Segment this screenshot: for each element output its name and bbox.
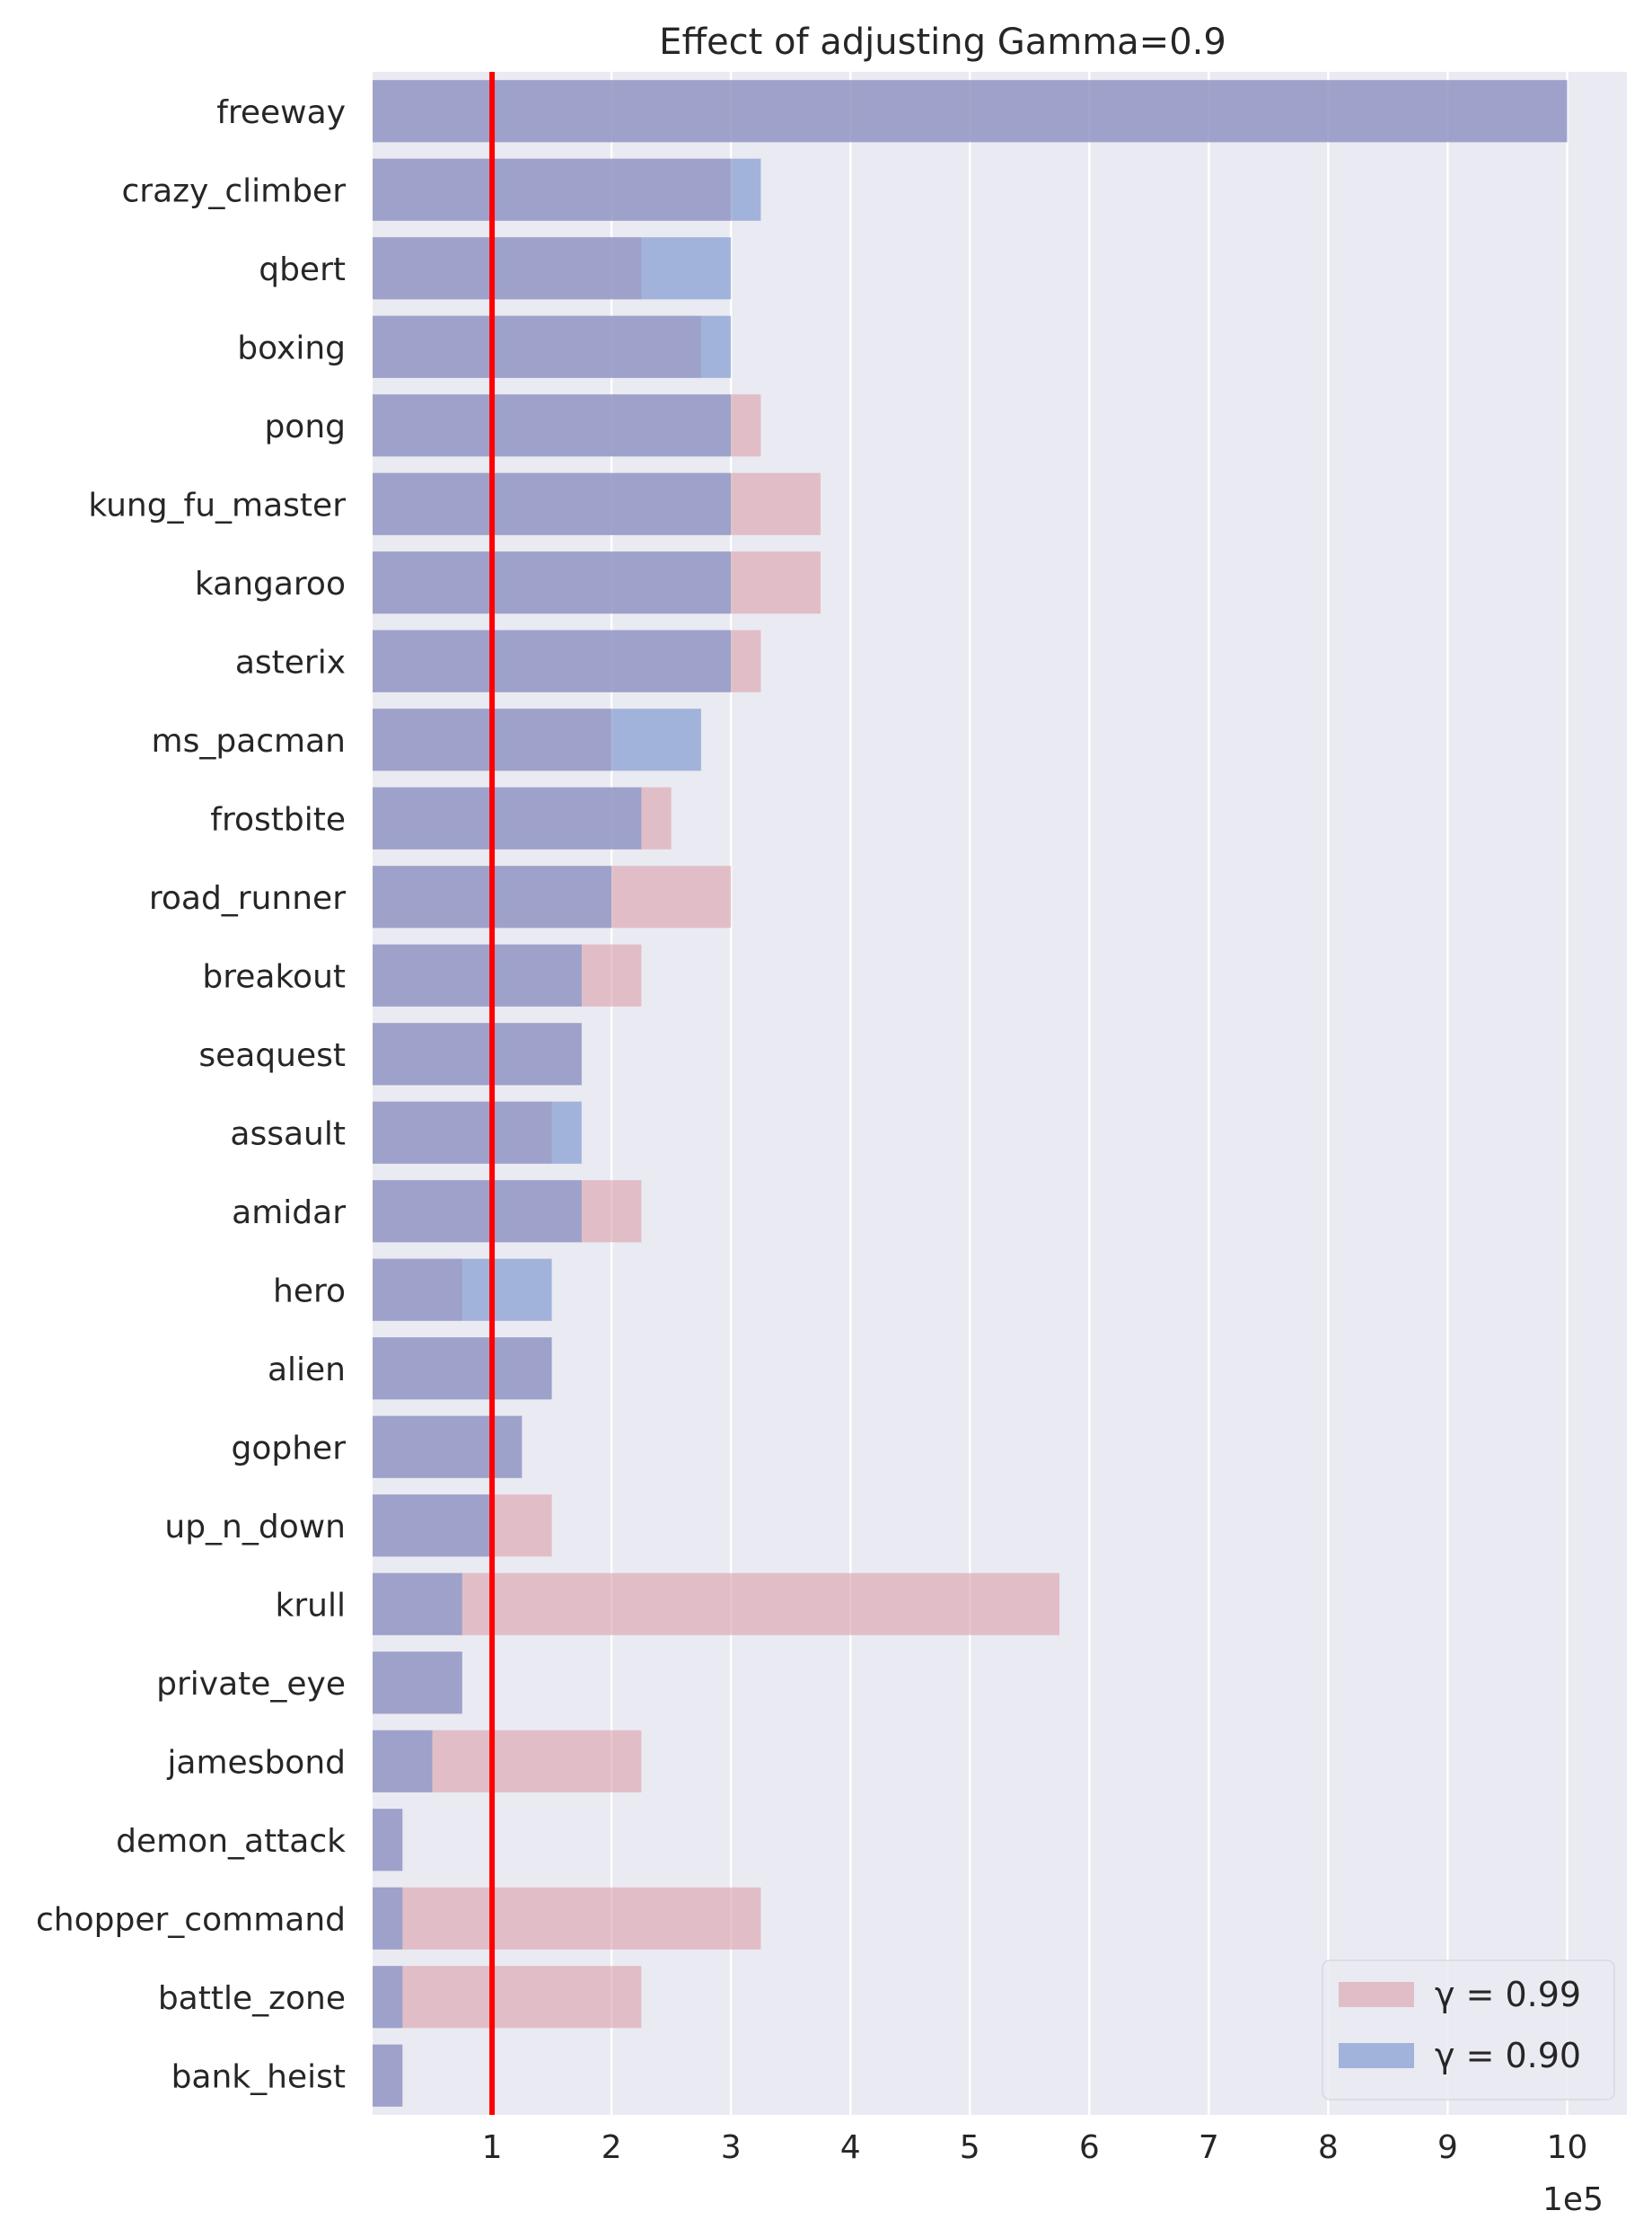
bar-gamma-090-frostbite xyxy=(373,787,642,850)
y-tick-label: amidar xyxy=(232,1194,346,1231)
bar-gamma-090-asterix xyxy=(373,630,732,692)
x-tick-label: 5 xyxy=(960,2129,980,2166)
y-tick-label: assault xyxy=(230,1115,346,1152)
bar-gamma-090-demon_attack xyxy=(373,1809,403,1872)
y-tick-label: bank_heist xyxy=(171,2058,346,2095)
bar-gamma-090-jamesbond xyxy=(373,1730,433,1792)
x-tick-label: 4 xyxy=(840,2129,861,2166)
x-tick-labels: 1 2 3 4 5 6 7 8 9 10 xyxy=(482,2129,1588,2166)
y-tick-label: jamesbond xyxy=(166,1744,346,1781)
y-tick-label: chopper_command xyxy=(36,1901,346,1938)
bar-gamma-090-gopher xyxy=(373,1415,523,1478)
y-tick-label: asterix xyxy=(235,644,346,681)
x-tick-label: 10 xyxy=(1547,2129,1588,2166)
bar-gamma-099-krull xyxy=(373,1572,1060,1635)
bar-gamma-099-battle_zone xyxy=(373,1966,642,2029)
bar-gamma-090-pong xyxy=(373,394,732,457)
x-tick-label: 1 xyxy=(482,2129,503,2166)
bar-gamma-090-seaquest xyxy=(373,1023,582,1086)
y-tick-label: hero xyxy=(273,1273,346,1309)
y-tick-label: kung_fu_master xyxy=(88,487,346,524)
x-tick-label: 6 xyxy=(1079,2129,1100,2166)
legend-swatch xyxy=(1339,1982,1414,2007)
y-tick-label: road_runner xyxy=(149,880,346,917)
y-tick-label: frostbite xyxy=(210,801,346,838)
bar-gamma-090-up_n_down xyxy=(373,1494,493,1557)
bar-gamma-090-battle_zone xyxy=(373,1966,403,2029)
y-tick-label: private_eye xyxy=(156,1666,346,1703)
y-tick-label: demon_attack xyxy=(116,1823,346,1860)
y-tick-label: pong xyxy=(264,409,346,445)
bar-gamma-099-chopper_command xyxy=(373,1887,761,1950)
y-tick-label: qbert xyxy=(259,251,346,288)
bar-gamma-090-bank_heist xyxy=(373,2044,403,2107)
y-tick-label: alien xyxy=(268,1352,346,1388)
bar-gamma-090-assault xyxy=(373,1101,582,1164)
chart-title: Effect of adjusting Gamma=0.9 xyxy=(659,22,1226,63)
x-tick-label: 3 xyxy=(721,2129,742,2166)
x-tick-label: 7 xyxy=(1199,2129,1219,2166)
y-tick-label: ms_pacman xyxy=(152,723,346,760)
bar-gamma-090-ms_pacman xyxy=(373,709,701,771)
bar-gamma-090-crazy_climber xyxy=(373,158,761,221)
bar-gamma-090-chopper_command xyxy=(373,1887,403,1950)
legend: γ = 0.99 γ = 0.90 xyxy=(1322,1960,1615,2100)
y-tick-label: freeway xyxy=(216,94,346,131)
y-tick-label: crazy_climber xyxy=(121,172,346,209)
bar-gamma-090-freeway xyxy=(373,80,1568,143)
bar-gamma-090-boxing xyxy=(373,315,732,378)
plot-area xyxy=(373,72,1627,2115)
bar-gamma-090-alien xyxy=(373,1337,552,1400)
legend-label: γ = 0.90 xyxy=(1435,2036,1581,2075)
bar-gamma-090-krull xyxy=(373,1572,462,1635)
y-tick-label: kangaroo xyxy=(195,566,346,603)
bars-group xyxy=(373,80,1568,2107)
bar-gamma-090-breakout xyxy=(373,944,582,1007)
legend-swatch xyxy=(1339,2043,1414,2068)
bar-gamma-090-private_eye xyxy=(373,1651,462,1714)
bar-gamma-090-kung_fu_master xyxy=(373,472,732,535)
y-tick-label: up_n_down xyxy=(164,1509,346,1546)
bar-gamma-090-kangaroo xyxy=(373,551,732,614)
bar-gamma-090-amidar xyxy=(373,1180,582,1243)
x-tick-label: 2 xyxy=(602,2129,622,2166)
bar-gamma-090-qbert xyxy=(373,237,732,300)
y-tick-label: seaquest xyxy=(198,1037,346,1074)
y-tick-label: gopher xyxy=(232,1430,347,1466)
x-axis-offset-label: 1e5 xyxy=(1542,2181,1604,2218)
y-tick-label: breakout xyxy=(202,958,346,995)
y-tick-label: boxing xyxy=(237,330,346,366)
bar-gamma-090-hero xyxy=(373,1258,552,1321)
legend-label: γ = 0.99 xyxy=(1435,1975,1581,2014)
x-tick-label: 9 xyxy=(1437,2129,1458,2166)
y-tick-label: krull xyxy=(276,1587,346,1624)
y-tick-label: battle_zone xyxy=(158,1980,346,2017)
x-tick-label: 8 xyxy=(1318,2129,1339,2166)
